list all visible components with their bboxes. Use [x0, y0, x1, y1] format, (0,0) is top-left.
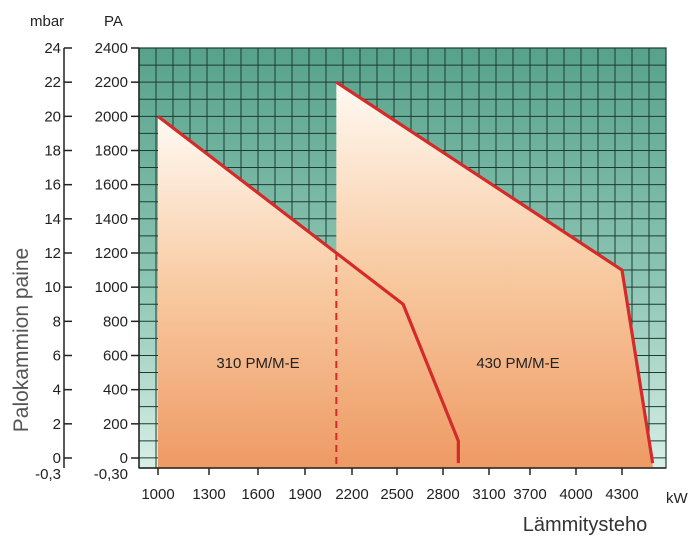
y-tick-label-pa: 2400: [95, 40, 128, 57]
y-tick-label-mbar: 8: [53, 313, 61, 330]
y-tick-label-pa: 1600: [95, 177, 128, 194]
y-tick-label-pa: 800: [103, 313, 128, 330]
y-tick-label-pa: 2000: [95, 108, 128, 125]
y-tick-label-mbar: 18: [44, 143, 61, 160]
y-tick-label-pa: 1800: [95, 143, 128, 160]
y-tick-label-mbar: 0: [53, 450, 61, 467]
y-tick-label-pa: 600: [103, 348, 128, 365]
y-tick-label-pa: 1000: [95, 279, 128, 296]
y-tick-label-mbar: 22: [44, 74, 61, 91]
y-tick-label-mbar: 20: [44, 108, 61, 125]
y-tick-label-mbar: 16: [44, 177, 61, 194]
y-tick-label-pa: 0: [120, 450, 128, 467]
y-tick-label-pa: 200: [103, 416, 128, 433]
x-axis: 1000 1300 1600 1900 2200 2500 2800 3100 3700 4000…: [139, 467, 666, 503]
x-tick-label: 1600: [241, 486, 274, 503]
x-tick-label: 1900: [288, 486, 321, 503]
y-tick-label-mbar: -0,3: [35, 466, 61, 483]
x-tick-label: 3100: [472, 486, 505, 503]
y-tick-label-mbar: 2: [53, 416, 61, 433]
series-area-2: [336, 82, 653, 469]
series-line-2: [335, 80, 655, 464]
x-tick-label: 1300: [192, 486, 225, 503]
x-tick-label: 4300: [605, 486, 638, 503]
series-label-430: 430 PM/M-E: [476, 355, 559, 372]
y-axis-label: Palokammion paine: [10, 248, 33, 432]
y-tick-label-mbar: 10: [44, 279, 61, 296]
series-lines: [157, 80, 655, 468]
x-axis-label: Lämmitysteho: [523, 514, 648, 536]
y-tick-label-mbar: 14: [44, 211, 61, 228]
x-tick-label: 3700: [513, 486, 546, 503]
y-unit-right: PA: [104, 13, 123, 30]
y-tick-label-pa: 400: [103, 382, 128, 399]
y-tick-label-pa: 1200: [95, 245, 128, 262]
y-tick-label-pa: 1400: [95, 211, 128, 228]
y-tick-label-mbar: 4: [53, 382, 61, 399]
y-tick-label-mbar: 6: [53, 348, 61, 365]
y-tick-label-mbar: 12: [44, 245, 61, 262]
x-tick-label: 4000: [559, 486, 592, 503]
series-line-1: [157, 115, 460, 464]
x-tick-label: 1000: [141, 486, 174, 503]
y-tick-label-pa: 2200: [95, 74, 128, 91]
y-unit-left: mbar: [30, 13, 64, 30]
y-tick-label-mbar: 24: [44, 40, 61, 57]
x-unit: kW: [666, 490, 689, 507]
x-tick-label: 2500: [380, 486, 413, 503]
x-tick-label: 2800: [426, 486, 459, 503]
areas: [158, 82, 653, 469]
x-tick-label: 2200: [335, 486, 368, 503]
y-tick-label-pa: -0,30: [94, 466, 128, 483]
series-label-310: 310 PM/M-E: [216, 355, 299, 372]
